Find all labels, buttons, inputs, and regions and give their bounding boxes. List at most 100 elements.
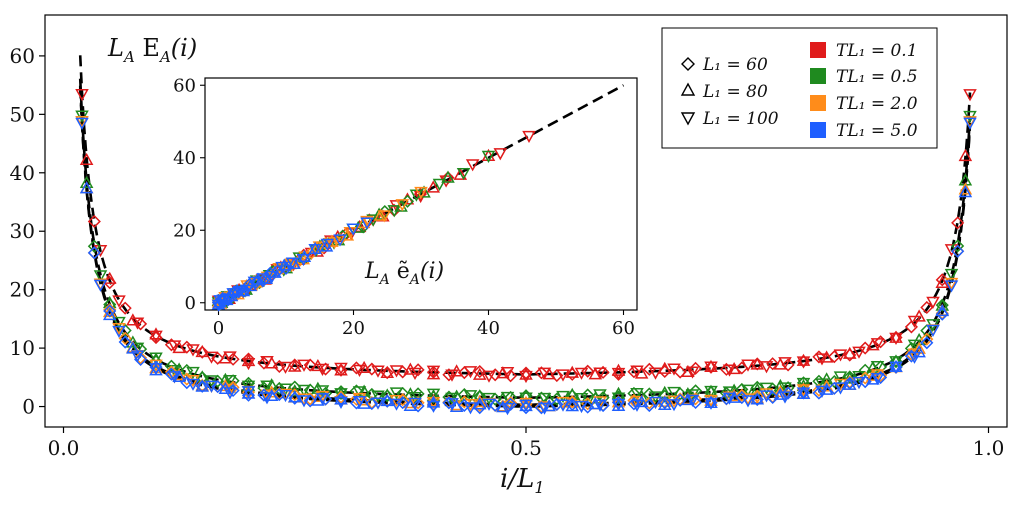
data-point-TL0.1-L60 (843, 348, 857, 362)
data-point-TL5.0-L80 (588, 397, 603, 410)
data-point-TL0.1-L100 (204, 351, 219, 364)
data-point-TL5.0-L100 (260, 392, 274, 405)
data-point-TL5.0-L80 (472, 397, 487, 410)
data-point-TL5.0-L60 (87, 246, 101, 260)
data-point-TL5.0-L100 (741, 395, 755, 408)
data-point-TL2.0-L80 (264, 385, 279, 398)
data-point-TL0.5-L60 (596, 391, 610, 405)
data-point-TL5.0-L100 (149, 363, 163, 376)
data-point-TL0.1-L60 (874, 335, 888, 349)
inset-point-TL2.0-L100 (395, 199, 410, 212)
main-ticks: 0.0 0.5 1.0 0 10 20 30 40 50 60 (10, 44, 1005, 460)
data-point-TL0.1-L80 (287, 359, 302, 372)
data-point-TL0.1-L100 (130, 317, 145, 330)
inset-point-TL5.0-L80 (230, 283, 244, 296)
data-point-TL5.0-L100 (389, 398, 404, 411)
inset-point-TL5.0-L100 (239, 284, 254, 297)
data-point-TL5.0-L100 (667, 399, 681, 412)
data-point-TL0.1-L100 (112, 295, 126, 308)
data-point-TL2.0-L60 (673, 392, 687, 406)
data-point-TL5.0-L80 (958, 185, 973, 198)
inset-point-TL5.0-L100 (333, 234, 347, 247)
y-tick-label: 20 (10, 278, 35, 302)
data-point-TL2.0-L100 (870, 369, 885, 382)
data-point-TL5.0-L100 (315, 393, 330, 406)
data-point-TL0.1-L100 (593, 367, 607, 380)
data-point-TL2.0-L80 (311, 389, 325, 403)
inset-x-tick-label: 60 (612, 318, 635, 339)
data-point-TL0.1-L100 (241, 357, 256, 371)
y-tick-label: 10 (10, 336, 35, 360)
data-point-TL0.5-L60 (504, 390, 518, 404)
inset-point-TL0.1-L100 (493, 148, 508, 161)
data-point-TL5.0-L60 (874, 370, 888, 385)
data-point-TL0.1-L80 (357, 360, 371, 374)
inset-point-TL5.0-L100 (232, 285, 247, 299)
data-point-TL5.0-L100 (815, 385, 829, 398)
data-point-TL0.1-L100 (926, 296, 940, 309)
data-point-TL0.5-L100 (426, 388, 441, 401)
data-point-TL0.1-L100 (334, 362, 348, 375)
y-tick-label: 50 (10, 102, 35, 126)
data-point-TL5.0-L100 (75, 117, 89, 130)
data-point-TL5.0-L100 (963, 117, 977, 130)
data-point-TL0.5-L100 (630, 387, 644, 401)
data-point-TL2.0-L60 (920, 332, 934, 346)
data-point-TL5.0-L80 (172, 369, 186, 382)
data-point-TL0.1-L60 (596, 365, 610, 379)
data-point-TL0.1-L100 (297, 359, 311, 372)
inset-point-TL5.0-L100 (308, 243, 322, 257)
data-point-TL0.1-L100 (685, 366, 700, 379)
inset-y-tick-label: 60 (173, 75, 196, 96)
data-point-TL0.5-L60 (951, 239, 965, 253)
data-point-TL0.1-L60 (164, 338, 178, 352)
data-point-TL5.0-L80 (819, 382, 834, 395)
data-point-TL0.1-L100 (815, 353, 829, 366)
legend-entry-size-2: L₁ = 100 (680, 109, 779, 129)
data-point-TL2.0-L100 (833, 378, 848, 391)
data-point-TL2.0-L100 (944, 277, 959, 291)
data-point-TL5.0-L100 (112, 325, 126, 339)
data-point-TL0.5-L100 (741, 384, 755, 397)
data-point-TL0.1-L100 (870, 338, 885, 351)
data-point-TL5.0-L60 (134, 352, 148, 367)
data-point-TL0.1-L100 (75, 88, 89, 102)
data-point-TL0.1-L80 (79, 152, 94, 166)
inset-point-TL0.1-L100 (465, 159, 480, 172)
data-point-TL0.1-L100 (722, 364, 737, 377)
data-point-TL0.1-L80 (496, 366, 510, 379)
data-point-TL5.0-L100 (93, 279, 108, 292)
data-point-TL0.1-L100 (907, 315, 922, 328)
x-tick-label: 0.5 (510, 436, 542, 460)
data-point-TL5.0-L100 (648, 396, 663, 409)
inset-point-TL5.0-L100 (285, 257, 300, 270)
data-point-TL0.5-L60 (211, 374, 225, 388)
data-point-TL5.0-L100 (870, 372, 885, 386)
data-point-TL0.1-L80 (935, 275, 950, 288)
data-point-TL5.0-L100 (593, 399, 607, 412)
data-point-TL0.5-L100 (352, 386, 367, 399)
data-point-TL2.0-L100 (759, 388, 774, 401)
inset-y-tick-label: 40 (173, 148, 196, 169)
data-point-TL0.1-L100 (611, 367, 626, 381)
data-point-TL5.0-L100 (130, 350, 145, 363)
data-point-TL0.5-L100 (297, 384, 311, 397)
data-point-TL2.0-L100 (630, 395, 644, 409)
data-point-TL0.1-L60 (550, 368, 564, 383)
data-point-TL2.0-L60 (689, 392, 703, 406)
y-tick-label: 30 (10, 219, 35, 243)
data-point-TL0.1-L60 (334, 363, 348, 377)
main-y-label: LA EA(i) (107, 34, 197, 66)
inset-point-TL5.0-L100 (320, 238, 335, 251)
inset-point-TL5.0-L80 (259, 271, 273, 285)
data-point-TL0.1-L60 (581, 364, 595, 378)
data-point-TL5.0-L60 (827, 381, 841, 395)
data-point-TL5.0-L100 (574, 400, 589, 414)
data-point-TL5.0-L100 (297, 395, 311, 408)
inset-x-label: LA ẽA(i) (364, 259, 444, 288)
data-point-TL5.0-L60 (920, 336, 934, 350)
data-point-TL5.0-L60 (211, 380, 225, 394)
data-point-TL5.0-L100 (722, 392, 737, 405)
data-point-TL5.0-L80 (287, 390, 302, 403)
legend-label-temp-3: TL₁ = 5.0 (836, 121, 918, 141)
